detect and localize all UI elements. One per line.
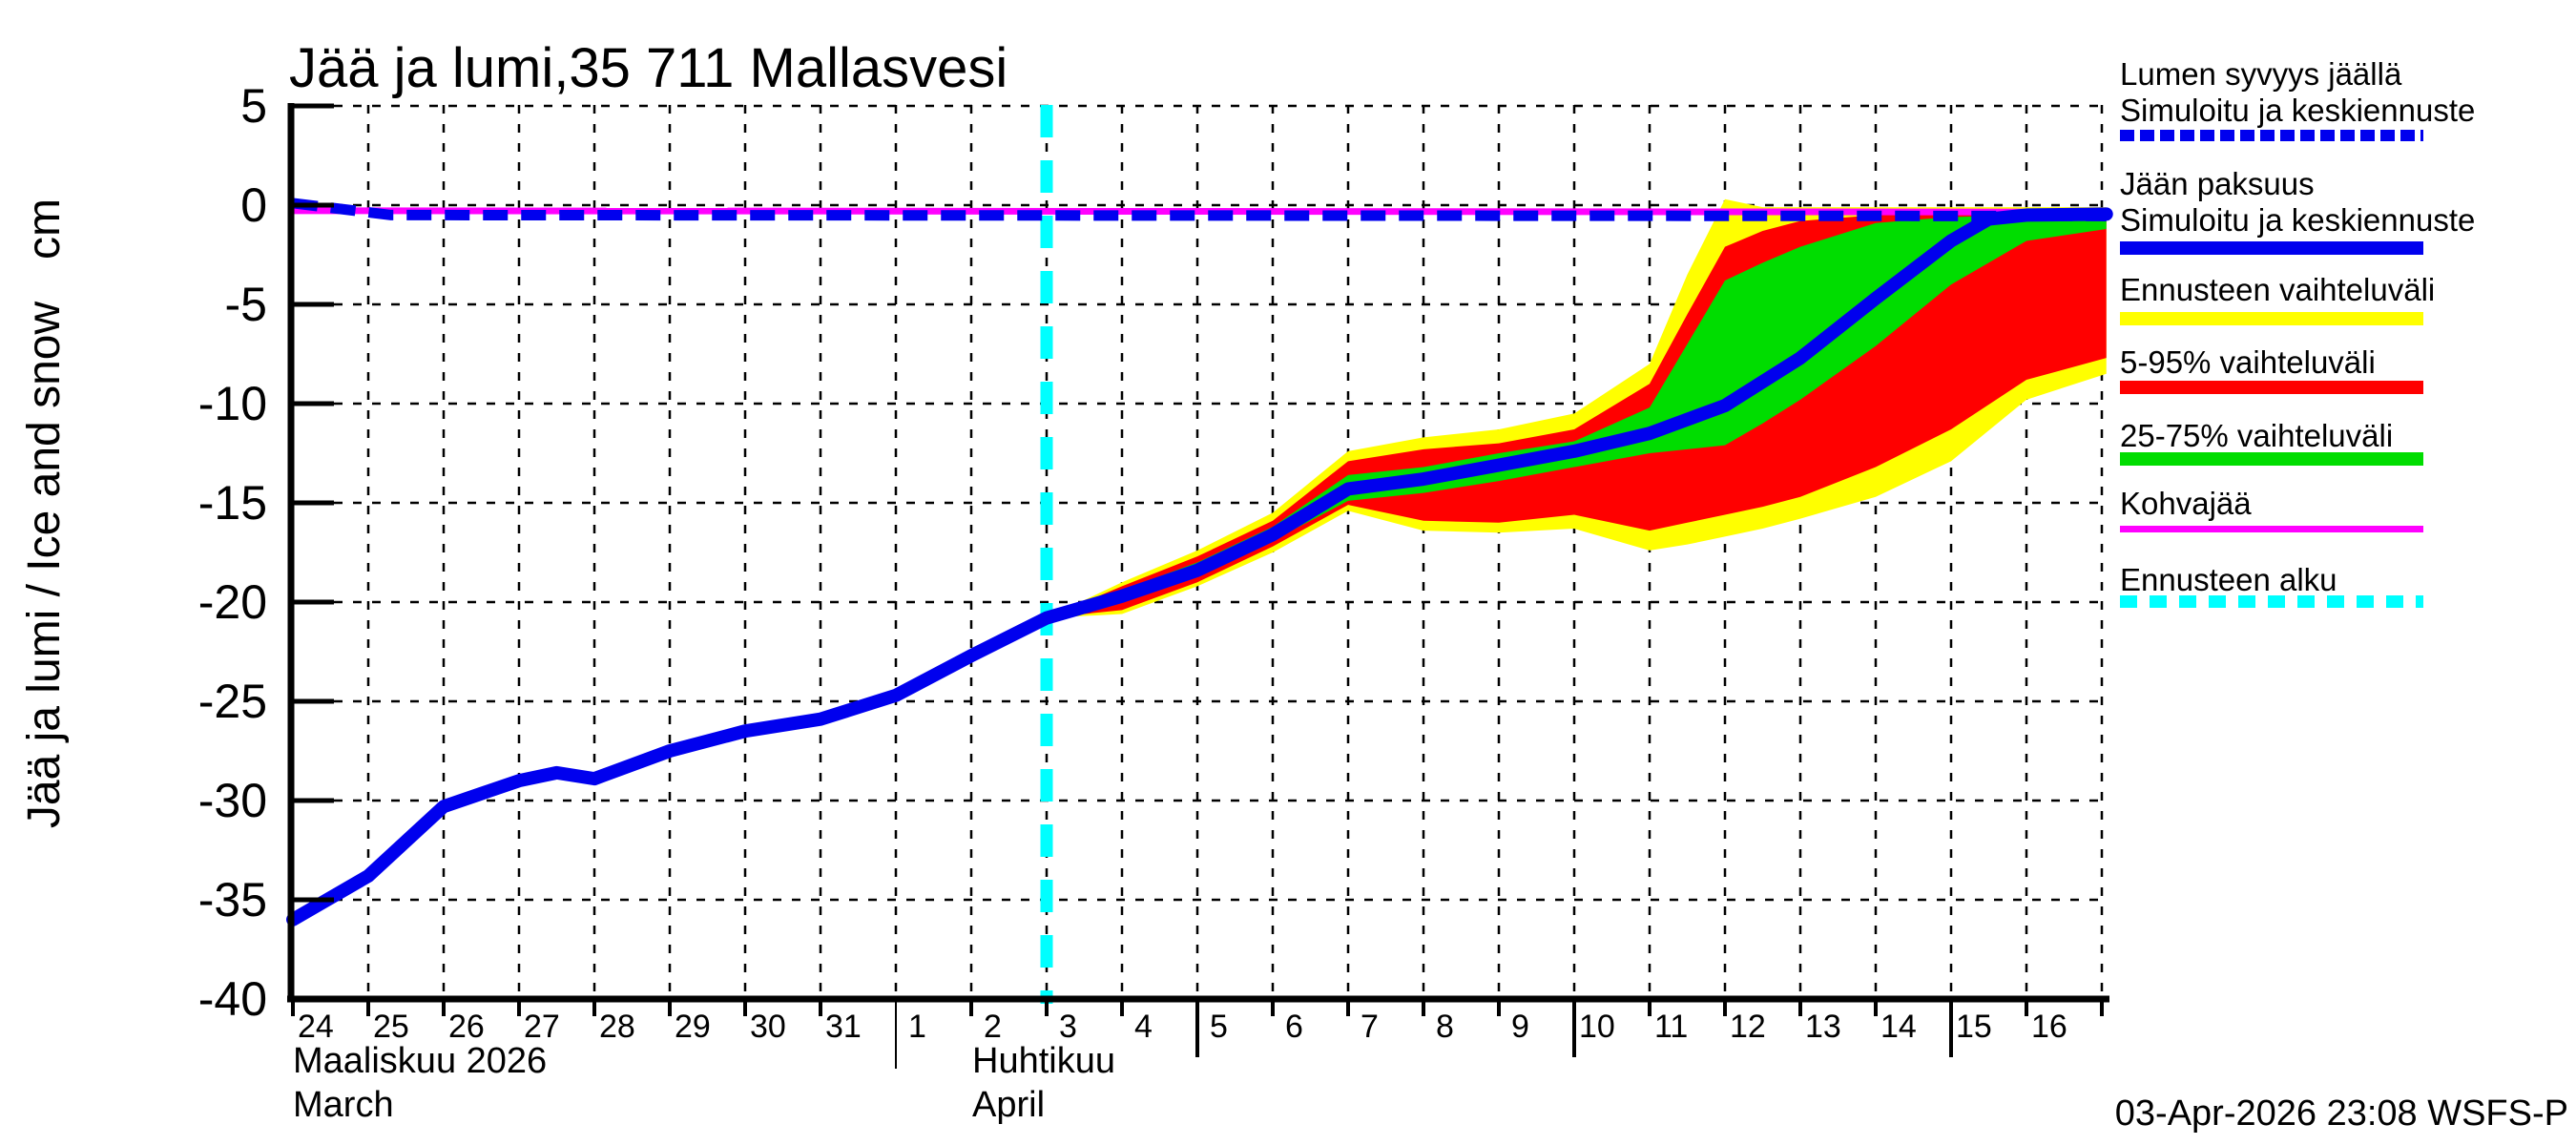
x-day-label: 25 bbox=[373, 1009, 409, 1045]
y-tick-label: 0 bbox=[240, 178, 267, 232]
y-tick-label: -15 bbox=[197, 476, 267, 530]
x-day-label: 12 bbox=[1730, 1009, 1766, 1045]
y-tick-label: -10 bbox=[197, 377, 267, 430]
legend-label: Kohvajää bbox=[2120, 486, 2252, 521]
x-day-label: 24 bbox=[298, 1009, 334, 1045]
legend-label: Jään paksuus bbox=[2120, 166, 2315, 201]
x-axis-month-label-march-en: March bbox=[293, 1085, 394, 1125]
y-axis-unit-label: cm bbox=[19, 198, 70, 260]
x-axis-month-label-march-fi: Maaliskuu 2026 bbox=[293, 1041, 548, 1081]
x-day-label: 31 bbox=[825, 1009, 862, 1045]
y-tick-label: -25 bbox=[197, 675, 267, 728]
y-tick-label: -20 bbox=[197, 575, 267, 629]
x-day-label: 8 bbox=[1436, 1009, 1454, 1045]
legend-label: Simuloitu ja keskiennuste bbox=[2120, 93, 2476, 128]
x-day-label: 1 bbox=[908, 1009, 926, 1045]
y-tick-label: -5 bbox=[224, 278, 267, 331]
x-axis-month-label-april-fi: Huhtikuu bbox=[972, 1041, 1115, 1081]
legend-line-sample bbox=[2120, 526, 2423, 532]
x-day-label: 10 bbox=[1579, 1009, 1615, 1045]
legend-label: 25-75% vaihteluväli bbox=[2120, 418, 2394, 453]
legend: Lumen syvyys jäällä Simuloitu ja keskienn… bbox=[2120, 0, 2568, 668]
x-day-label: 15 bbox=[1956, 1009, 1992, 1045]
y-tick-label: -35 bbox=[197, 873, 267, 926]
legend-line-sample bbox=[2120, 130, 2423, 141]
legend-label: Simuloitu ja keskiennuste bbox=[2120, 202, 2476, 238]
timestamp-label: 03-Apr-2026 23:08 WSFS-P bbox=[2114, 1093, 2568, 1134]
x-day-label: 2 bbox=[984, 1009, 1002, 1045]
x-day-label: 29 bbox=[675, 1009, 711, 1045]
legend-line-sample bbox=[2120, 241, 2423, 255]
x-day-label: 28 bbox=[599, 1009, 635, 1045]
x-axis-month-label-april-en: April bbox=[972, 1085, 1046, 1125]
y-tick-label: 5 bbox=[240, 79, 267, 133]
y-tick-label: -30 bbox=[197, 774, 267, 827]
legend-line-sample bbox=[2120, 381, 2423, 394]
legend-line-sample bbox=[2120, 595, 2423, 608]
x-day-label: 3 bbox=[1059, 1009, 1077, 1045]
x-day-label: 7 bbox=[1361, 1009, 1379, 1045]
x-day-label: 5 bbox=[1210, 1009, 1228, 1045]
x-day-label: 6 bbox=[1285, 1009, 1303, 1045]
x-day-label: 4 bbox=[1134, 1009, 1153, 1045]
legend-label: 5-95% vaihteluväli bbox=[2120, 344, 2376, 380]
x-day-label: 11 bbox=[1654, 1009, 1689, 1045]
y-axis-label: Jää ja lumi / Ice and snow bbox=[19, 302, 70, 829]
x-day-label: 30 bbox=[750, 1009, 786, 1045]
chart-title: Jää ja lumi,35 711 Mallasvesi bbox=[289, 37, 1008, 99]
x-day-label: 16 bbox=[2031, 1009, 2067, 1045]
x-day-label: 9 bbox=[1511, 1009, 1529, 1045]
y-tick-label: -40 bbox=[197, 972, 267, 1026]
legend-line-sample bbox=[2120, 452, 2423, 466]
x-day-label: 14 bbox=[1880, 1009, 1917, 1045]
x-day-label: 13 bbox=[1805, 1009, 1841, 1045]
legend-label: Ennusteen vaihteluväli bbox=[2120, 272, 2436, 307]
legend-label: Ennusteen alku bbox=[2120, 562, 2337, 597]
legend-line-sample bbox=[2120, 312, 2423, 325]
x-day-label: 26 bbox=[448, 1009, 485, 1045]
snow-depth-line bbox=[292, 198, 2107, 221]
legend-label: Lumen syvyys jäällä bbox=[2120, 56, 2402, 92]
ice-thickness-median-line bbox=[286, 207, 2113, 926]
x-day-label: 27 bbox=[524, 1009, 560, 1045]
